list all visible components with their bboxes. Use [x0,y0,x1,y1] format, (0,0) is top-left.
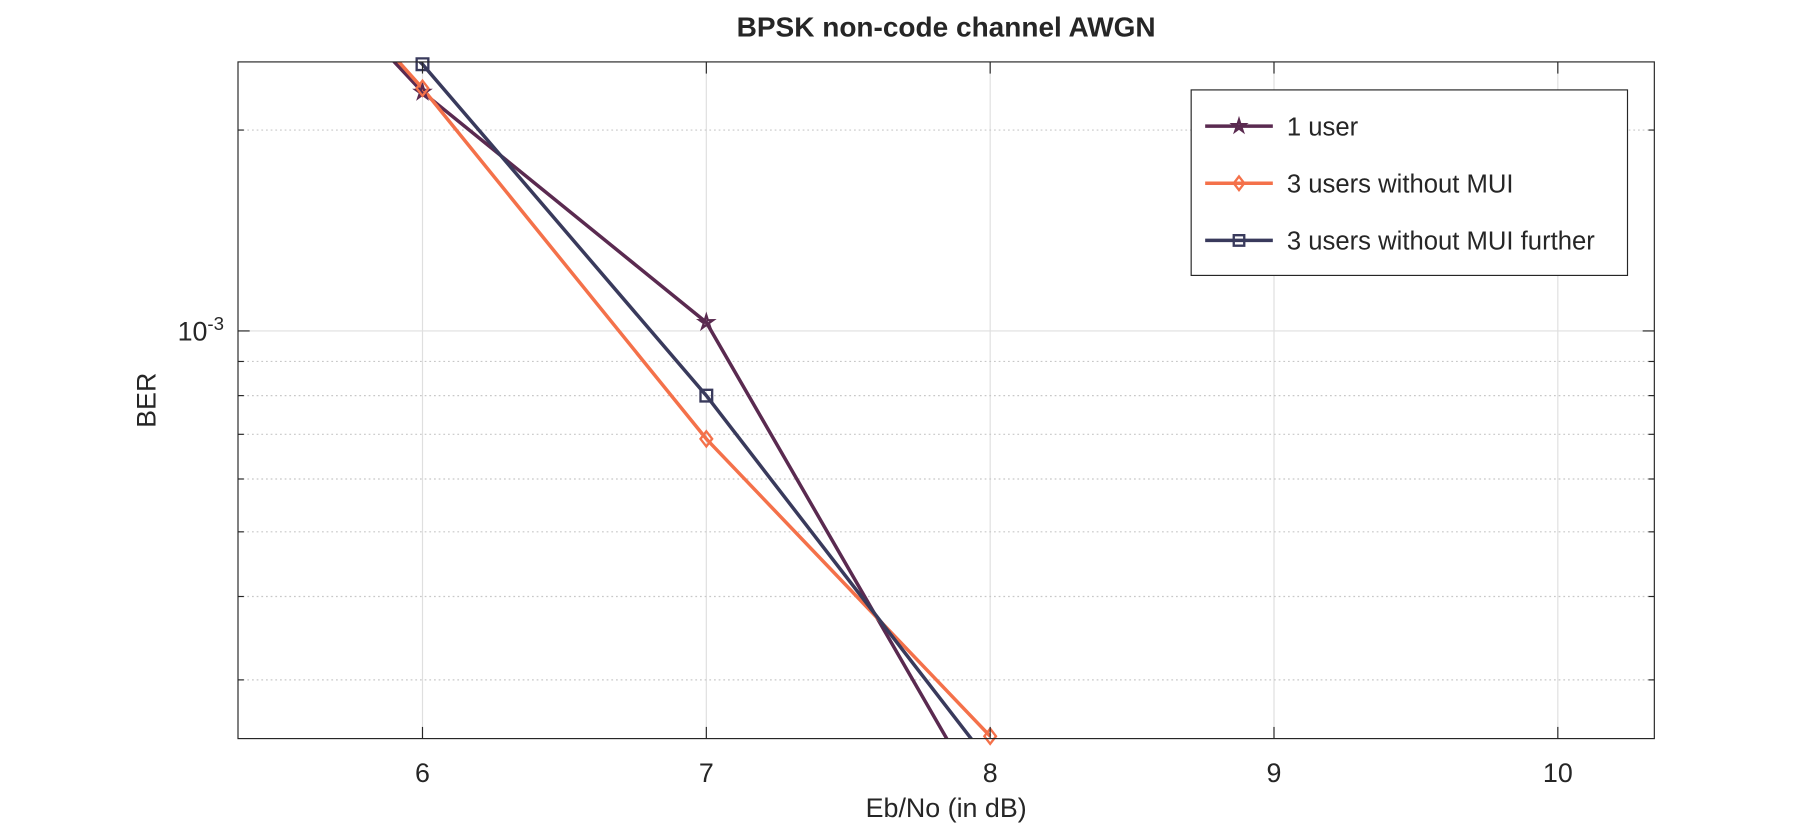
marker [415,57,430,72]
y-tick-base: 10 [178,316,208,346]
series-line [417,61,974,739]
axes-frame [237,61,1655,740]
y-tick-exponent: -3 [207,313,224,334]
marker [1232,174,1246,192]
legend-label: 1 user [1287,113,1359,141]
y-tick-label: 10-3 [178,313,224,347]
marker [699,429,714,449]
series-line [396,61,992,738]
marker [415,78,430,98]
x-axis-label: Eb/No (in dB) [866,793,1027,823]
x-tick-label: 8 [983,758,998,788]
legend-label: 3 users without MUI [1287,171,1514,199]
marker [699,388,714,403]
x-tick-label: 7 [699,758,714,788]
marker [982,726,998,746]
chart-title: BPSK non-code channel AWGN [737,12,1156,43]
lines [391,61,992,739]
marker [1229,115,1249,135]
x-tick-label: 9 [1267,758,1282,788]
markers [412,57,998,746]
x-tick-label: 10 [1543,758,1573,788]
legend: 1 user 3 users without MUI 3 users without… [1190,89,1629,276]
marker [1232,234,1246,247]
marker [695,311,717,332]
series-line [391,61,949,739]
legend-label: 3 users without MUI further [1287,228,1595,256]
x-tick-label: 6 [415,758,430,788]
y-axis-label: BER [131,373,161,428]
